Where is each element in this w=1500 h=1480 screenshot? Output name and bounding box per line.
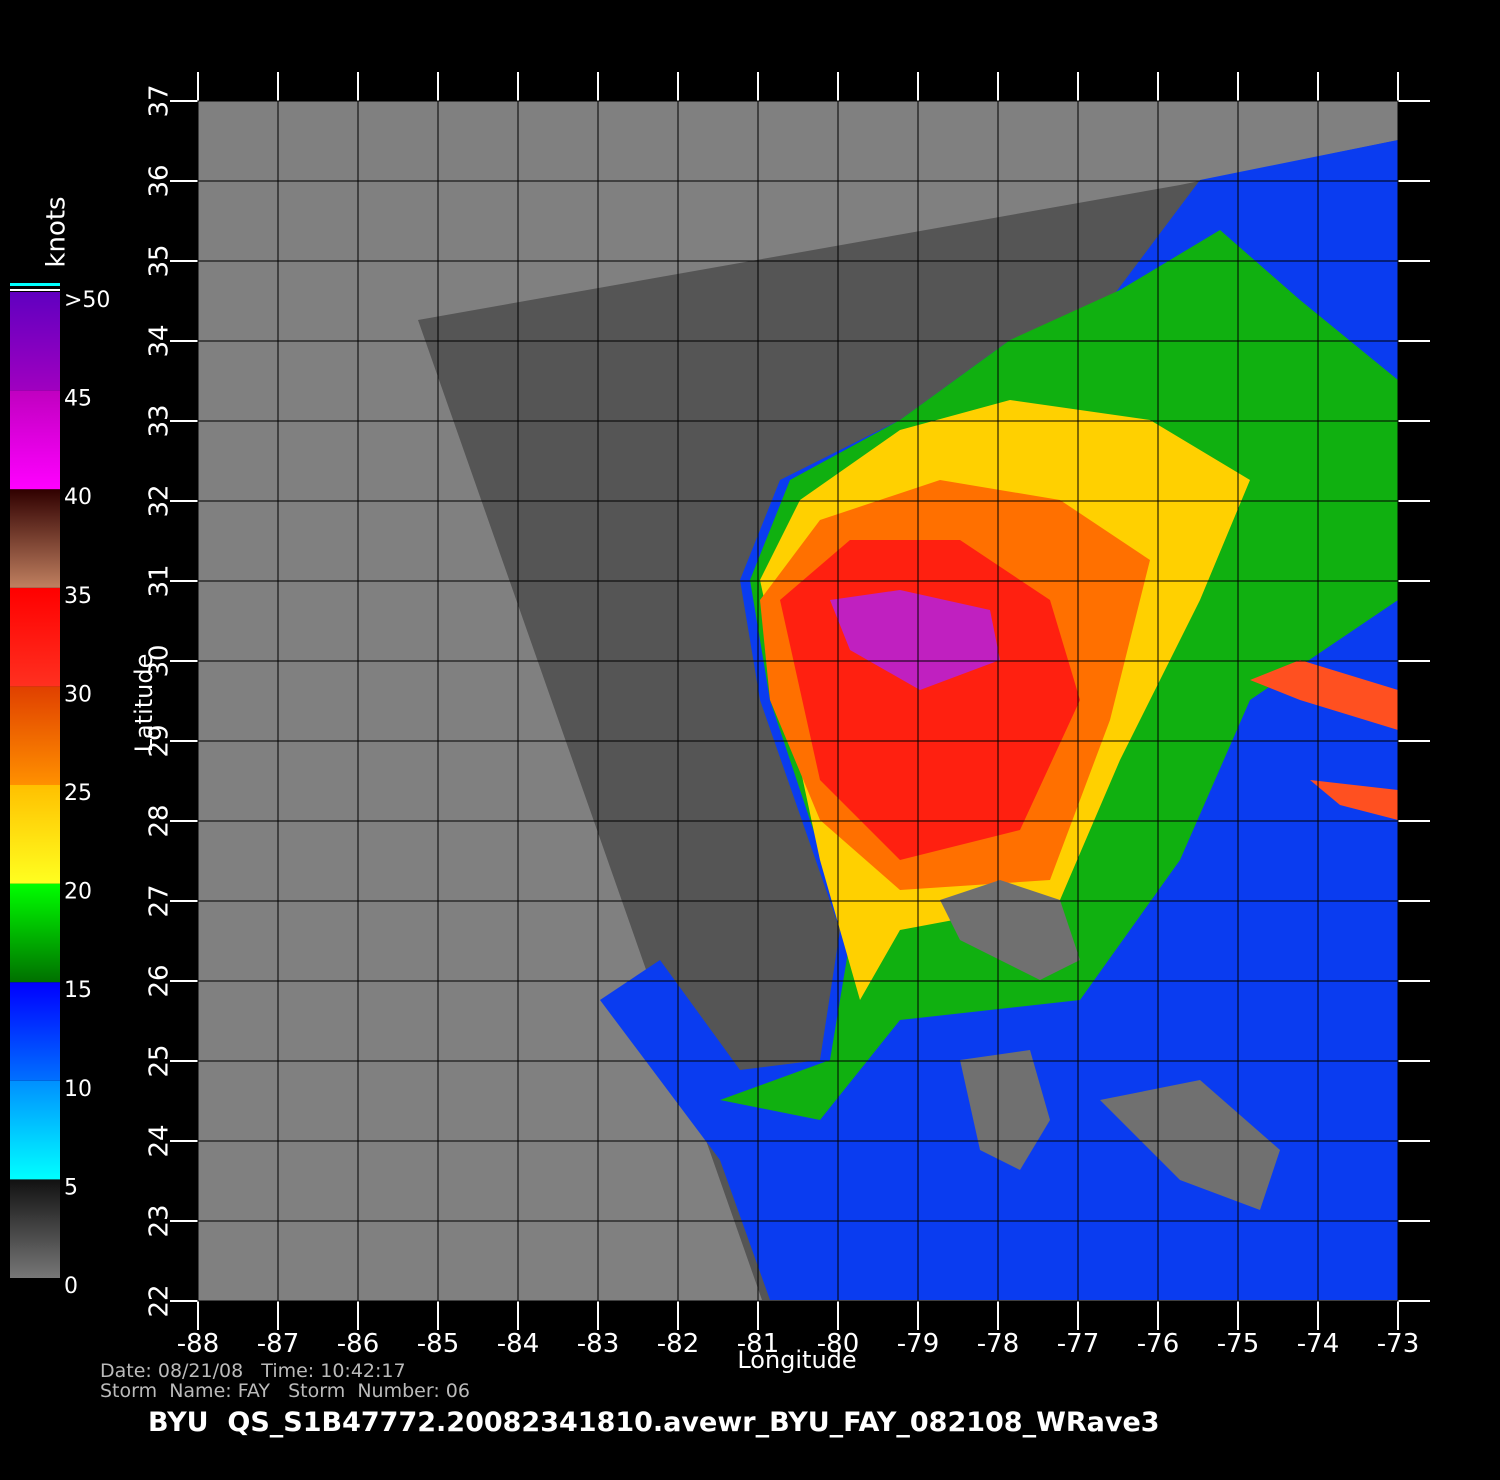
x-tick-label: -79 xyxy=(897,1329,939,1359)
y-axis-label: Latitude xyxy=(130,654,158,753)
colorbar-label: knots xyxy=(42,196,72,267)
x-tick-label: -84 xyxy=(497,1329,539,1359)
colorbar-frame xyxy=(10,283,60,291)
x-tick-label: -83 xyxy=(577,1329,619,1359)
x-axis-label: Longitude xyxy=(737,1346,856,1374)
colorbar-tick-label: 35 xyxy=(64,584,92,609)
colorbar-tick-label: 40 xyxy=(64,485,92,510)
y-tick-label: 33 xyxy=(145,404,175,437)
x-tick-label: -85 xyxy=(417,1329,459,1359)
colorbar: 0 5 10 15 20 25 30 35 40 45 >50 xyxy=(10,288,110,1299)
x-tick-label: -77 xyxy=(1057,1329,1099,1359)
y-tick-label: 25 xyxy=(145,1044,175,1077)
colorbar-segment xyxy=(10,292,60,391)
x-tick-label: -87 xyxy=(257,1329,299,1359)
y-tick-label: 36 xyxy=(145,164,175,197)
wind-storm xyxy=(830,590,1000,690)
x-tick-label: -73 xyxy=(1377,1329,1419,1359)
x-tick-label: -81 xyxy=(737,1329,779,1359)
colorbar-cap xyxy=(10,289,60,291)
y-tick-label: 35 xyxy=(145,244,175,277)
colorbar-tick-label: 10 xyxy=(64,1077,92,1102)
colorbar-tick-label: 20 xyxy=(64,880,92,905)
wind-band xyxy=(1250,660,1398,730)
y-tick-label: 30 xyxy=(145,644,175,677)
island xyxy=(960,1050,1050,1170)
colorbar-segment xyxy=(10,1179,60,1278)
y-tick-label: 24 xyxy=(145,1124,175,1157)
x-tick-label: -82 xyxy=(657,1329,699,1359)
swath xyxy=(418,140,1398,1300)
x-tick-label: -88 xyxy=(177,1329,219,1359)
colorbar-segment xyxy=(10,587,60,687)
y-tick-label: 29 xyxy=(145,724,175,757)
colorbar-tick-label: 0 xyxy=(64,1274,78,1299)
y-tick-label: 28 xyxy=(145,804,175,837)
x-tick-label: -74 xyxy=(1297,1329,1339,1359)
colorbar-tick-label: >50 xyxy=(64,288,110,313)
x-tick-label: -80 xyxy=(817,1329,859,1359)
title: BYU QS_S1B47772.20082341810.avewr_BYU_FA… xyxy=(148,1407,1160,1438)
date-line: Date: 08/21/08 Time: 10:42:17 xyxy=(100,1360,406,1382)
colorbar-tick-label: 5 xyxy=(64,1175,78,1200)
x-tick-label: -78 xyxy=(977,1329,1019,1359)
colorbar-tick-label: 45 xyxy=(64,387,92,412)
storm-line: Storm Name: FAY Storm Number: 06 xyxy=(100,1380,470,1402)
y-tick-label: 27 xyxy=(145,884,175,917)
y-tick-label: 23 xyxy=(145,1204,175,1237)
island xyxy=(1100,1080,1280,1210)
colorbar-segment xyxy=(10,883,60,983)
wind-band xyxy=(1310,780,1398,820)
colorbar-segment xyxy=(10,1080,60,1180)
y-tick-label: 32 xyxy=(145,484,175,517)
colorbar-tick-label: 25 xyxy=(64,781,92,806)
colorbar-segment xyxy=(10,686,60,785)
colorbar-segment xyxy=(10,390,60,490)
y-tick-label: 37 xyxy=(145,84,175,117)
y-tick-label: 31 xyxy=(145,564,175,597)
colorbar-segment xyxy=(10,489,60,588)
plot-frame xyxy=(197,100,1399,1302)
x-tick-label: -75 xyxy=(1217,1329,1259,1359)
y-tick-label: 34 xyxy=(145,324,175,357)
island xyxy=(940,880,1080,980)
y-tick-label: 22 xyxy=(145,1284,175,1317)
colorbar-segment xyxy=(10,785,60,884)
grid xyxy=(170,72,1430,1330)
colorbar-cap xyxy=(10,283,60,286)
colorbar-tick-label: 30 xyxy=(64,682,92,707)
colorbar-segment xyxy=(10,982,60,1081)
x-tick-label: -76 xyxy=(1137,1329,1179,1359)
x-tick-label: -86 xyxy=(337,1329,379,1359)
colorbar-tick-label: 15 xyxy=(64,978,92,1003)
y-tick-label: 26 xyxy=(145,964,175,997)
